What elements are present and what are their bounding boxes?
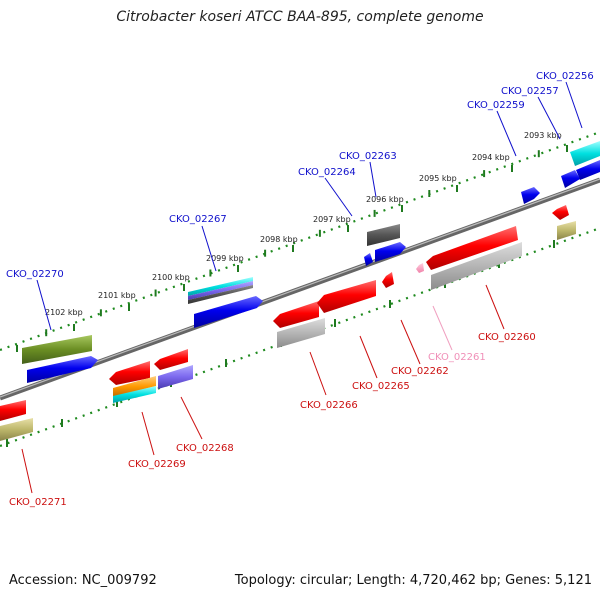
gene-feature — [382, 272, 394, 288]
accession-text: Accession: NC_009792 — [9, 573, 157, 588]
kbp-label: 2093 kbp — [524, 131, 562, 140]
gene-label: CKO_02268 — [176, 443, 234, 454]
map-title: Citrobacter koseri ATCC BAA-895, complet… — [116, 9, 484, 25]
genome-backbone-highlight — [0, 178, 600, 398]
gene-feature — [188, 277, 253, 296]
gene-label: CKO_02262 — [391, 366, 449, 377]
gene-feature — [576, 160, 600, 180]
gene-label: CKO_02271 — [9, 497, 67, 508]
gene-label: CKO_02264 — [298, 167, 356, 178]
gene-feature — [109, 361, 150, 385]
gene-label: CKO_02256 — [536, 71, 594, 82]
gene-feature — [416, 263, 424, 273]
kbp-label: 2102 kbp — [45, 308, 83, 317]
gene-label: CKO_02261 — [428, 352, 486, 363]
gene-feature — [113, 386, 156, 403]
gene-label: CKO_02266 — [300, 400, 358, 411]
gene-feature — [561, 170, 580, 188]
lower-leader-lines — [21, 284, 505, 494]
gene-label: CKO_02267 — [169, 214, 227, 225]
gene-feature — [367, 224, 400, 246]
gene-feature — [364, 253, 373, 266]
gene-feature — [277, 318, 325, 348]
kbp-label: 2095 kbp — [419, 174, 457, 183]
gene-feature — [521, 187, 540, 204]
gene-feature — [0, 418, 33, 441]
gene-feature — [557, 221, 576, 240]
gene-label: CKO_02260 — [478, 332, 536, 343]
gene-label: CKO_02270 — [6, 269, 64, 280]
gene-label: CKO_02263 — [339, 151, 397, 162]
gene-label: CKO_02269 — [128, 459, 186, 470]
lower-gene-labels: CKO_02260 CKO_02261 CKO_02262 CKO_02265 … — [9, 332, 536, 508]
kbp-label: 2096 kbp — [366, 195, 404, 204]
gene-label: CKO_02265 — [352, 381, 410, 392]
gene-feature — [375, 242, 406, 262]
upper-ruler-minor-ticks — [16, 145, 568, 352]
gene-feature — [158, 365, 193, 389]
gene-feature — [22, 335, 92, 364]
gene-label: CKO_02257 — [501, 86, 559, 97]
gene-label: CKO_02259 — [467, 100, 525, 111]
gene-feature — [194, 296, 263, 328]
gene-feature — [431, 242, 522, 290]
genome-backbone — [0, 177, 600, 401]
forward-strand-genes — [22, 141, 600, 383]
upper-ruler-major-ticks — [45, 150, 540, 337]
gene-feature — [552, 205, 569, 220]
gene-feature — [113, 376, 156, 397]
gene-feature — [317, 280, 376, 313]
kbp-label: 2094 kbp — [472, 153, 510, 162]
gene-feature — [154, 349, 188, 370]
kbp-label: 2101 kbp — [98, 291, 136, 300]
upper-gene-labels: CKO_02256 CKO_02257 CKO_02259 CKO_02263 … — [6, 71, 594, 280]
genome-info-text: Topology: circular; Length: 4,720,462 bp… — [234, 573, 592, 588]
gene-feature — [570, 141, 600, 166]
kbp-label: 2099 kbp — [206, 254, 244, 263]
gene-feature — [188, 281, 253, 300]
reverse-strand-genes — [0, 205, 576, 441]
upper-leader-lines — [36, 81, 583, 331]
gene-feature — [188, 285, 253, 304]
kbp-labels: 2093 kbp 2094 kbp 2095 kbp 2096 kbp 2097… — [45, 131, 562, 317]
pseudo-leader-line — [432, 305, 453, 351]
kbp-label: 2100 kbp — [152, 273, 190, 282]
gene-feature — [426, 226, 518, 270]
gene-feature — [27, 356, 98, 383]
gene-feature — [0, 400, 26, 421]
kbp-label: 2097 kbp — [313, 215, 351, 224]
gene-feature — [273, 301, 319, 328]
kbp-label: 2098 kbp — [260, 235, 298, 244]
